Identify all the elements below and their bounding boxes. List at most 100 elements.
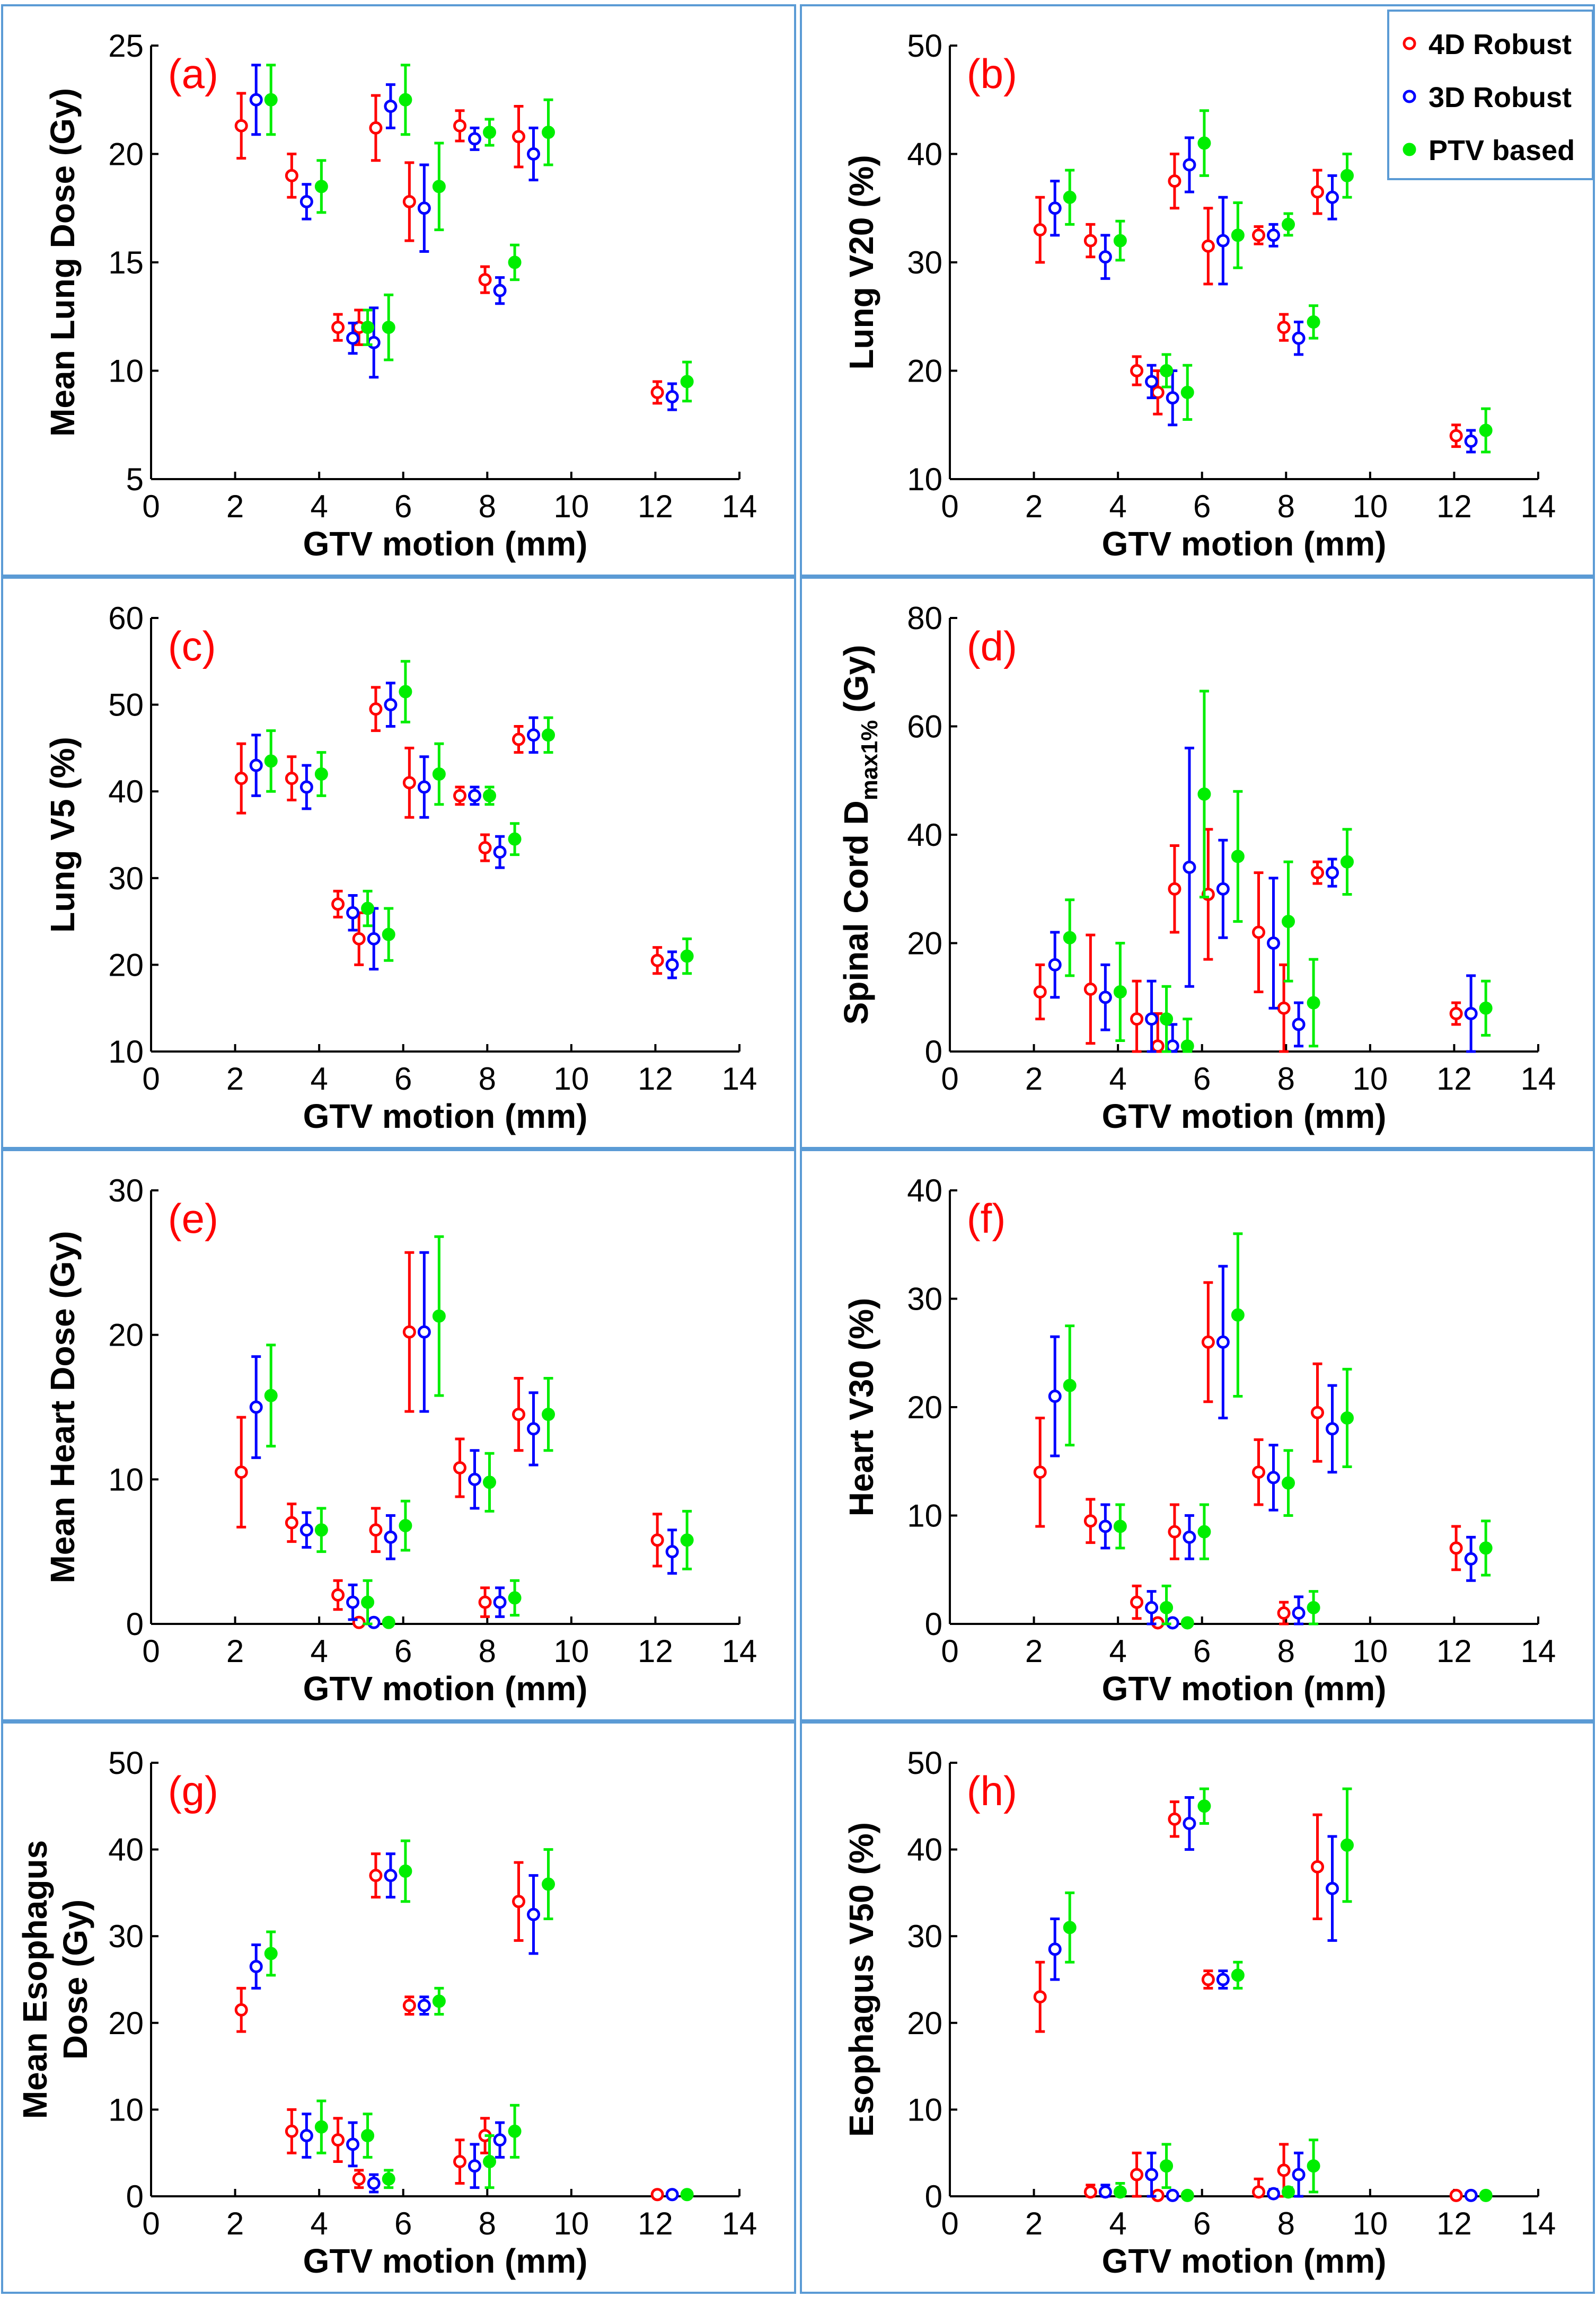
x-tick-label: 4 [1109,489,1126,524]
data-point [1197,787,1211,801]
data-point [1479,1001,1493,1015]
data-point [1113,2185,1127,2199]
x-tick-label: 2 [1025,1633,1043,1669]
data-point [1168,174,1181,188]
data-point [1180,2188,1194,2202]
y-tick-label: 10 [907,462,942,497]
data-point [453,789,466,802]
data-point [527,1907,540,1921]
data-point [1197,136,1211,150]
data-point [1277,1606,1291,1620]
data-point [402,776,416,790]
data-point [1098,991,1112,1004]
panel-tag: (c) [168,623,216,669]
y-tick-label: 20 [907,1390,942,1425]
data-point [1180,385,1194,399]
y-tick-label: 10 [907,1498,942,1534]
data-point [382,2172,395,2186]
x-axis-label: GTV motion (mm) [1102,525,1387,563]
x-tick-label: 12 [1436,489,1472,524]
x-tick-label: 6 [394,1633,412,1669]
y-tick-label: 20 [108,137,144,172]
y-tick-label: 20 [108,1318,144,1353]
legend-marker [1403,37,1416,50]
data-point [1216,882,1230,896]
data-point [285,169,298,182]
panel-tag: (h) [967,1768,1017,1814]
data-point [1145,1012,1159,1026]
data-point [1282,1476,1295,1490]
x-tick-label: 14 [1521,1633,1556,1669]
x-tick-label: 8 [479,2206,496,2241]
data-point [512,732,525,746]
data-point [367,2176,381,2190]
data-point [417,1999,431,2012]
data-point [1063,1921,1077,1934]
data-point [382,1615,395,1629]
data-point [1277,321,1291,334]
chart-panel: 0 2 4 6 8 10 12 14 0 20 40 60 80 GTV motion (mm) Spina… [800,577,1595,1149]
data-point [1479,2188,1493,2202]
x-tick-label: 12 [638,489,673,524]
x-tick-label: 8 [1277,2206,1295,2241]
data-point [1083,1514,1097,1528]
data-point [1282,915,1295,929]
data-point [1063,931,1077,944]
data-point [314,180,328,193]
x-axis-label: GTV motion (mm) [303,1669,588,1708]
data-point [1168,1525,1181,1539]
data-point [1252,925,1265,939]
data-point [542,126,555,139]
data-point [680,949,694,963]
legend-label: 4D Robust [1429,29,1572,60]
x-tick-label: 8 [479,489,496,524]
data-point [1130,364,1144,377]
data-point [1160,1601,1174,1614]
y-tick-label: 40 [907,1173,942,1208]
data-point [1231,1308,1245,1322]
x-tick-label: 14 [722,489,757,524]
data-point [264,754,278,768]
y-tick-label: 80 [907,600,942,636]
data-point [680,2188,694,2202]
chart-panel: 0 2 4 6 8 10 12 14 5 10 15 20 25 GTV motion (mm) Mean … [1,4,796,577]
data-point [1166,2188,1179,2202]
data-point [1048,201,1062,215]
data-point [512,130,525,144]
data-point [331,1588,345,1602]
y-tick-label: 50 [108,687,144,723]
data-point [542,1408,555,1421]
data-point [650,2188,664,2202]
data-point [1326,866,1339,880]
data-point [1098,2185,1112,2199]
x-tick-label: 2 [226,2206,244,2241]
data-point [1216,1335,1230,1349]
data-point [527,147,540,161]
chart-panel: 0 2 4 6 8 10 12 14 0 10 20 30 40 50 GTV motion (mm) Mea… [1,1721,796,2294]
data-point [264,93,278,107]
x-tick-label: 10 [553,1061,589,1097]
x-tick-label: 0 [142,489,160,524]
data-point [453,1461,466,1475]
data-point [508,255,522,269]
data-point [1464,1552,1478,1566]
data-point [234,772,248,785]
x-tick-label: 0 [142,1633,160,1669]
data-point [285,1516,298,1530]
chart-panel: 0 2 4 6 8 10 12 14 0 10 20 30 40 50 GTV motion (mm) Eso… [800,1721,1595,2294]
data-point [417,1325,431,1339]
data-point [1180,1616,1194,1630]
data-point [299,780,313,794]
y-axis-label-main: Spinal Cord D [837,800,875,1024]
data-point [1201,1335,1215,1349]
data-point [1277,1001,1291,1015]
x-tick-label: 14 [722,1061,757,1097]
data-point [542,1877,555,1891]
data-point [1341,1838,1354,1852]
data-point [1130,1595,1144,1609]
x-tick-label: 14 [1521,2206,1556,2241]
data-point [1113,985,1127,999]
y-tick-label: 60 [907,709,942,745]
x-tick-label: 8 [479,1061,496,1097]
data-point [1201,1973,1215,1986]
